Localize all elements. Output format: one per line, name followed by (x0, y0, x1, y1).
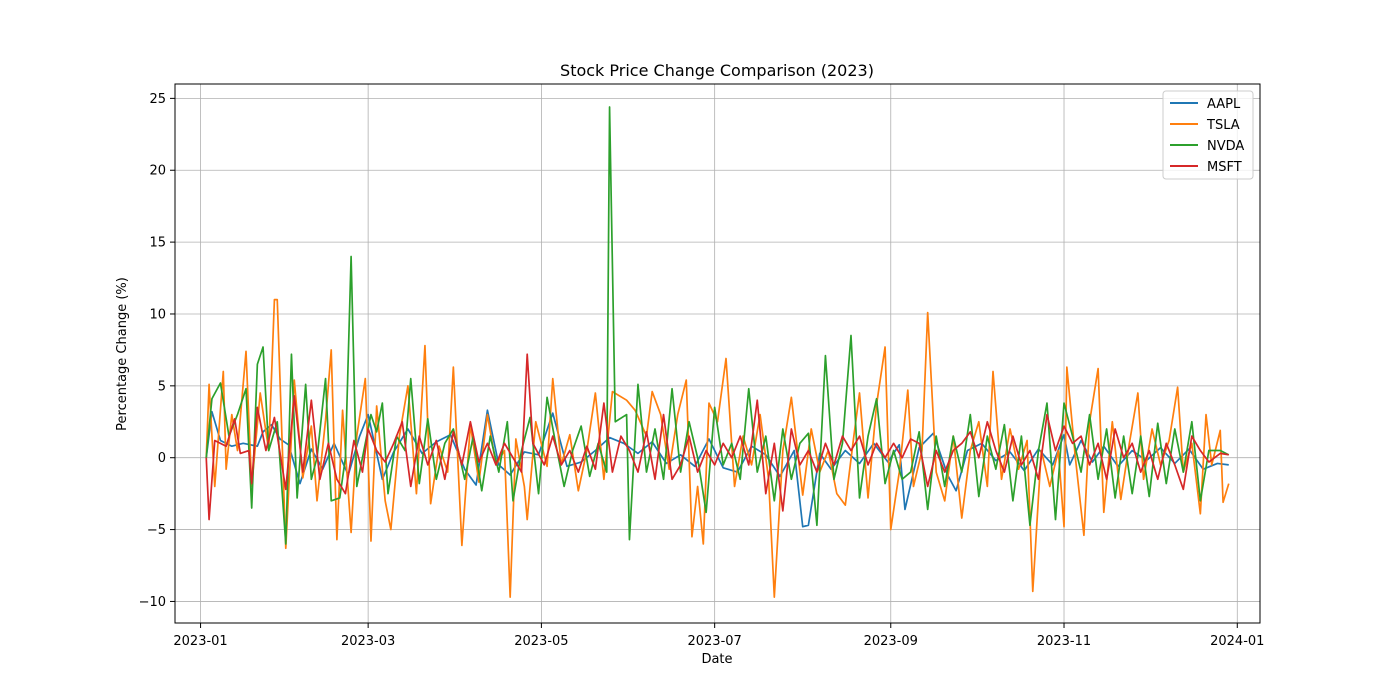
y-tick-label: 20 (149, 164, 166, 179)
series-lines (205, 106, 1230, 598)
legend-label-nvda: NVDA (1207, 139, 1244, 154)
x-tick-label: 2023-11 (1037, 634, 1091, 649)
x-tick-label: 2023-07 (687, 634, 741, 649)
x-axis-label: Date (701, 652, 732, 667)
x-axis-ticks: 2023-01 2023-03 2023-05 2023-07 2023-09 2023-… (173, 623, 1264, 649)
x-tick-label: 2023-01 (173, 634, 227, 649)
x-tick-label: 2024-01 (1210, 634, 1264, 649)
legend: AAPL TSLA NVDA MSFT (1162, 90, 1254, 180)
chart-title: Stock Price Change Comparison (2023) (560, 61, 874, 80)
legend-label-tsla: TSLA (1206, 118, 1240, 133)
y-tick-label: −5 (147, 523, 166, 538)
series-line-nvda (205, 106, 1230, 545)
y-axis-ticks: −10 −5 0 5 10 15 20 25 (139, 92, 175, 610)
y-axis-label: Percentage Change (%) (115, 277, 130, 431)
legend-box (1162, 90, 1254, 180)
y-tick-label: 15 (149, 236, 166, 251)
legend-label-msft: MSFT (1207, 160, 1242, 175)
x-tick-label: 2023-03 (341, 634, 395, 649)
y-tick-label: 5 (158, 379, 166, 394)
series-line-tsla (205, 298, 1230, 598)
y-tick-label: 25 (149, 92, 166, 107)
y-tick-label: 10 (149, 307, 166, 322)
y-tick-label: −10 (139, 595, 166, 610)
y-tick-label: 0 (158, 451, 166, 466)
plot-frame (174, 83, 1261, 624)
legend-label-aapl: AAPL (1207, 97, 1241, 112)
x-tick-label: 2023-09 (864, 634, 918, 649)
x-tick-label: 2023-05 (514, 634, 568, 649)
series-line-msft (205, 353, 1229, 521)
